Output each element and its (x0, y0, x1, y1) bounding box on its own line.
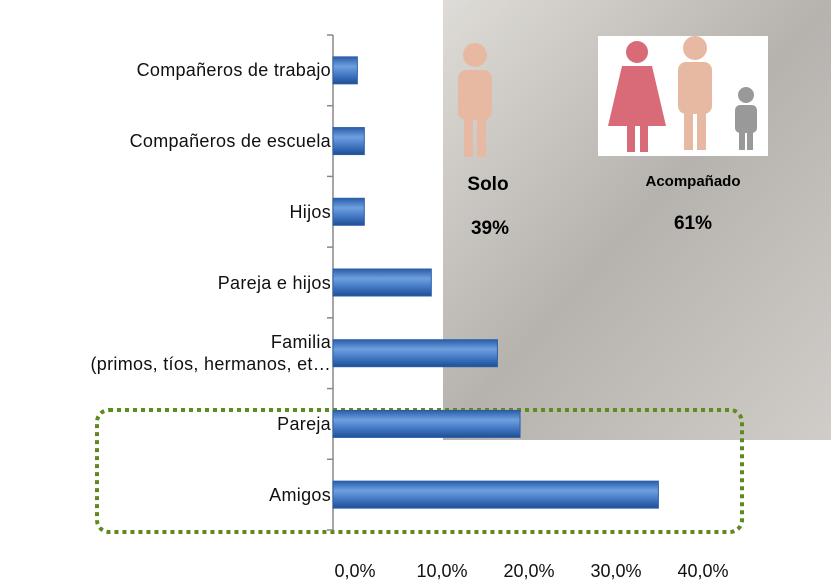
y-tick-label: Pareja (1, 413, 331, 435)
y-tick-label: Pareja e hijos (1, 272, 331, 294)
y-tick-label: Compañeros de escuela (1, 130, 331, 152)
y-tick-label: Hijos (1, 201, 331, 223)
bar (333, 481, 658, 508)
bar (333, 198, 364, 225)
annotation-value: 61% (674, 213, 712, 234)
annotation-label: Solo (467, 174, 508, 195)
x-tick-label: 20,0% (503, 561, 554, 581)
x-tick-label: 40,0% (677, 561, 728, 581)
bar (333, 57, 357, 84)
x-tick-label: 10,0% (416, 561, 467, 581)
bar (333, 340, 497, 367)
annotation-label: Acompañado (645, 173, 740, 190)
x-tick-label: 30,0% (590, 561, 641, 581)
icon-group (598, 36, 768, 156)
bar (333, 410, 520, 437)
y-tick-label: Compañeros de trabajo (1, 59, 331, 81)
bar (333, 269, 431, 296)
bar (333, 128, 364, 155)
annotation-value: 39% (471, 218, 509, 239)
y-tick-label: Amigos (1, 484, 331, 506)
page: Solo 39% Acompañado 61% 0,0% 10,0% 20,0% 30… (0, 0, 831, 585)
y-tick-label: Familia (primos, tíos, hermanos, et… (1, 331, 331, 375)
x-tick-label: 0,0% (334, 561, 375, 581)
